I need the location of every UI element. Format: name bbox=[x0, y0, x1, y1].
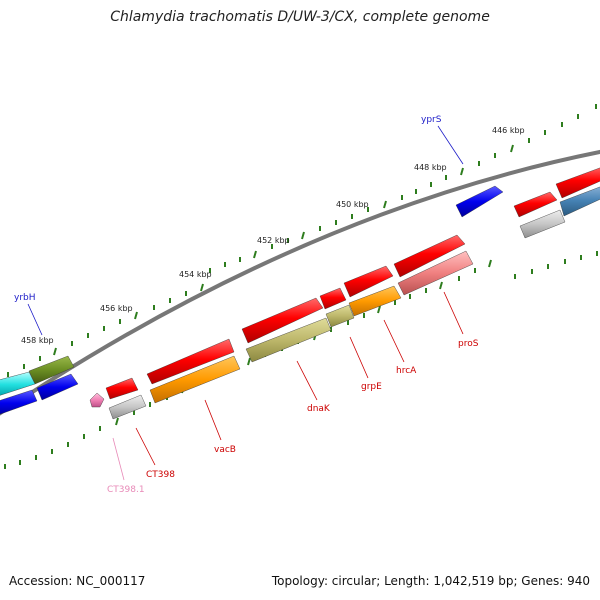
gene-red-right-2[interactable] bbox=[555, 166, 600, 199]
gene-features bbox=[0, 166, 600, 420]
leader-CT398-1 bbox=[112, 437, 125, 481]
outer-tick-ring bbox=[7, 104, 597, 377]
gene-grpE-shadow[interactable] bbox=[325, 304, 355, 328]
gene-CT398-shadow[interactable] bbox=[108, 394, 147, 420]
leader-dnaK bbox=[296, 360, 318, 401]
genome-backbone bbox=[0, 149, 600, 416]
tick-label-448: 448 kbp bbox=[414, 163, 447, 172]
gene-grpE[interactable] bbox=[319, 287, 347, 310]
inner-tick-major bbox=[377, 305, 381, 314]
outer-tick-major bbox=[253, 250, 257, 259]
gene-blue-left-1[interactable] bbox=[0, 389, 38, 416]
leader-yrbH bbox=[27, 303, 43, 336]
gene-yprS-forward[interactable] bbox=[455, 185, 504, 218]
outer-tick-major bbox=[53, 347, 57, 356]
outer-tick-major bbox=[134, 311, 138, 320]
gene-label-yprS[interactable]: yprS bbox=[421, 115, 442, 125]
gene-hrcA-shadow[interactable] bbox=[348, 285, 402, 317]
inner-tick-major bbox=[247, 357, 251, 366]
tick-labels: 446 kbp 448 kbp 450 kbp 452 kbp 454 kbp … bbox=[21, 126, 525, 345]
forward-strand-features bbox=[0, 185, 600, 397]
outer-tick-major bbox=[510, 144, 514, 153]
tick-label-458: 458 kbp bbox=[21, 336, 54, 345]
genome-summary-text: Topology: circular; Length: 1,042,519 bp… bbox=[271, 574, 590, 588]
leader-yprS bbox=[437, 125, 464, 165]
gene-CT398[interactable] bbox=[105, 377, 139, 400]
leader-grpE bbox=[349, 336, 369, 379]
gene-label-vacB[interactable]: vacB bbox=[214, 445, 236, 455]
gene-vacB-shadow[interactable] bbox=[149, 355, 241, 404]
gene-red-right-1[interactable] bbox=[513, 191, 558, 218]
outer-tick-major bbox=[383, 200, 387, 209]
gene-blue-left-2[interactable] bbox=[36, 373, 79, 401]
label-leader-lines bbox=[27, 125, 464, 481]
tick-label-452: 452 kbp bbox=[257, 236, 290, 245]
gene-cyan-forward[interactable] bbox=[0, 371, 36, 397]
leader-CT398 bbox=[135, 427, 156, 466]
tick-label-456: 456 kbp bbox=[100, 304, 133, 313]
map-title: Chlamydia trachomatis D/UW-3/CX, complet… bbox=[110, 9, 490, 25]
inner-tick-major bbox=[439, 281, 443, 290]
outer-tick-major bbox=[301, 231, 305, 240]
leader-vacB bbox=[204, 399, 222, 441]
tick-label-446: 446 kbp bbox=[492, 126, 525, 135]
gene-labels: yprS yrbH proS hrcA grpE dnaK vacB CT398… bbox=[14, 115, 479, 495]
gene-label-CT398-1[interactable]: CT398.1 bbox=[107, 485, 145, 495]
gene-proS[interactable] bbox=[393, 234, 466, 278]
gene-gray-right[interactable] bbox=[519, 209, 566, 239]
gene-label-CT398[interactable]: CT398 bbox=[146, 470, 175, 480]
tick-label-454: 454 kbp bbox=[179, 270, 212, 279]
gene-dnaK-shadow[interactable] bbox=[245, 317, 332, 363]
outer-tick-major bbox=[460, 167, 464, 176]
gene-hrcA[interactable] bbox=[343, 265, 394, 298]
leader-proS bbox=[443, 291, 464, 335]
gene-vacB[interactable] bbox=[146, 338, 235, 385]
leader-hrcA bbox=[383, 319, 405, 363]
gene-steelblue-forward[interactable] bbox=[559, 185, 600, 217]
gene-dnaK[interactable] bbox=[241, 297, 324, 344]
gene-label-proS[interactable]: proS bbox=[458, 339, 479, 349]
accession-text: Accession: NC_000117 bbox=[9, 574, 146, 588]
gene-label-hrcA[interactable]: hrcA bbox=[396, 366, 417, 376]
gene-label-dnaK[interactable]: dnaK bbox=[307, 404, 331, 414]
gene-CT398-1[interactable] bbox=[89, 392, 105, 408]
gene-label-yrbH[interactable]: yrbH bbox=[14, 293, 36, 303]
outer-tick-major bbox=[200, 283, 204, 292]
gene-proS-shadow[interactable] bbox=[397, 250, 474, 296]
gene-label-grpE[interactable]: grpE bbox=[361, 382, 382, 392]
inner-tick-major bbox=[488, 259, 492, 268]
inner-tick-ring bbox=[4, 251, 598, 469]
inner-tick-major bbox=[115, 417, 119, 426]
tick-label-450: 450 kbp bbox=[336, 200, 369, 209]
